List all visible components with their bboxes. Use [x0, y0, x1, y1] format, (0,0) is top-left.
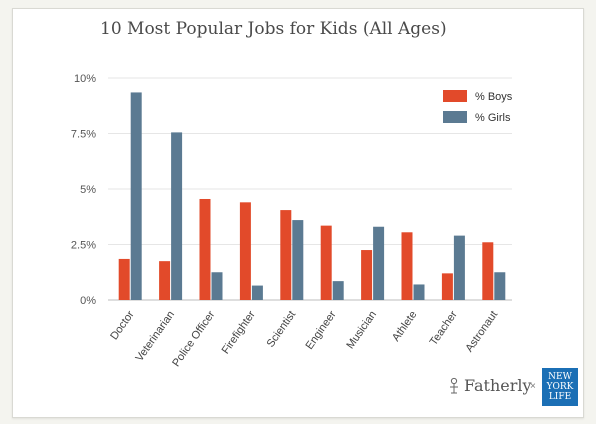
- chart-title: 10 Most Popular Jobs for Kids (All Ages): [100, 19, 447, 39]
- legend: % Boys % Girls: [443, 90, 513, 124]
- bar-boys: [361, 250, 373, 300]
- bar-girls: [413, 284, 425, 300]
- bar-girls: [453, 235, 465, 300]
- bar-girls: [130, 92, 142, 301]
- bars: [118, 92, 506, 301]
- x-tick-label: Athlete: [390, 309, 419, 344]
- brand-separator: ×: [530, 381, 536, 392]
- x-tick-label: Teacher: [428, 309, 460, 348]
- bar-boys: [401, 232, 413, 300]
- x-tick-label: Astronaut: [463, 309, 500, 354]
- new-york-life-logo: NEW YORK LIFE: [542, 368, 578, 406]
- bar-girls: [373, 226, 385, 300]
- nyl-line: NEW: [548, 372, 572, 382]
- bar-boys: [320, 225, 332, 300]
- bar-girls: [494, 272, 506, 300]
- bar-boys: [441, 273, 453, 300]
- bar-boys: [199, 198, 211, 300]
- bar-boys: [239, 202, 251, 300]
- bar-boys: [482, 242, 494, 300]
- bar-boys: [280, 210, 292, 300]
- fatherly-brand: Fatherly: [448, 376, 532, 395]
- bar-girls: [171, 132, 183, 300]
- bar-girls: [251, 285, 263, 300]
- legend-label: % Boys: [475, 91, 513, 103]
- nyl-line: YORK: [546, 382, 574, 392]
- y-tick-label: 0%: [80, 295, 96, 307]
- chart-card: [12, 8, 584, 418]
- legend-label: % Girls: [475, 112, 511, 124]
- bar-girls: [211, 272, 223, 300]
- x-tick-label: Veterinarian: [134, 309, 178, 364]
- y-tick-label: 5%: [80, 184, 96, 196]
- legend-swatch: [443, 90, 467, 102]
- bar-boys: [159, 261, 171, 300]
- y-tick-label: 2.5%: [71, 240, 96, 252]
- nyl-line: LIFE: [548, 392, 572, 402]
- x-tick-label: Doctor: [108, 309, 137, 343]
- y-tick-label: 7.5%: [71, 129, 96, 141]
- y-tick-label: 10%: [74, 73, 96, 85]
- legend-swatch: [443, 111, 467, 123]
- bar-girls: [292, 220, 304, 300]
- bar-boys: [118, 258, 130, 300]
- fatherly-seal-icon: [448, 377, 460, 395]
- x-tick-label: Firefighter: [220, 309, 258, 357]
- fatherly-wordmark: Fatherly: [464, 376, 532, 395]
- y-tick-labels: 0% 2.5% 5% 7.5% 10%: [71, 73, 96, 307]
- bar-girls: [332, 281, 344, 300]
- x-tick-label: Musician: [344, 309, 379, 351]
- x-tick-label: Scientist: [265, 309, 299, 350]
- x-tick-label: Police Officer: [170, 309, 217, 370]
- x-tick-label: Engineer: [304, 309, 339, 352]
